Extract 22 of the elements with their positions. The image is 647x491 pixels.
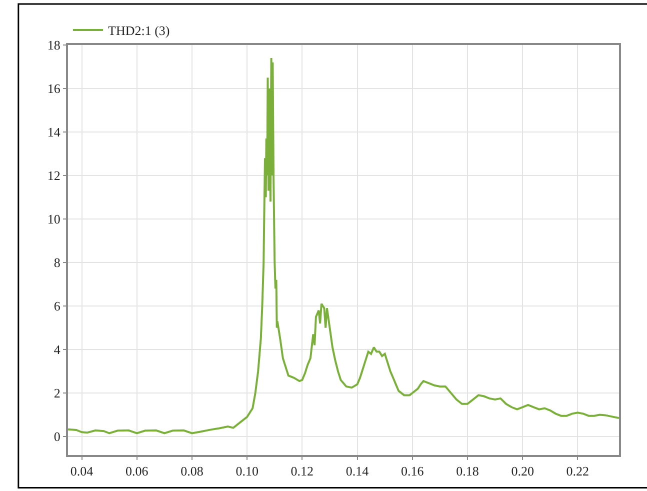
- y-tick-label: 2: [54, 386, 60, 401]
- x-tick-label: 0.10: [236, 464, 258, 479]
- x-tick-label: 0.20: [511, 464, 534, 479]
- y-tick-label: 8: [54, 255, 60, 270]
- y-tick-label: 10: [47, 212, 60, 227]
- x-tick-label: 0.06: [125, 464, 149, 479]
- y-tick-label: 12: [47, 168, 60, 184]
- line-series: [68, 57, 619, 434]
- x-tick-label: 0.12: [290, 464, 314, 479]
- legend-label: THD2:1 (3): [108, 23, 170, 38]
- y-tick-label: 14: [47, 124, 61, 140]
- y-tick-label: 0: [54, 429, 60, 444]
- y-tick-label: 6: [54, 298, 61, 314]
- y-tick-label: 16: [47, 81, 61, 96]
- x-tick-label: 0.18: [456, 464, 479, 479]
- x-tick-label: 0.08: [180, 464, 204, 479]
- y-tick-label: 4: [54, 342, 61, 358]
- x-tick-label: 0.14: [346, 464, 370, 479]
- x-tick-label: 0.16: [401, 464, 424, 479]
- x-tick-label: 0.22: [566, 464, 590, 479]
- y-tick-label: 18: [47, 38, 60, 53]
- x-tick-label: 0.04: [70, 464, 94, 479]
